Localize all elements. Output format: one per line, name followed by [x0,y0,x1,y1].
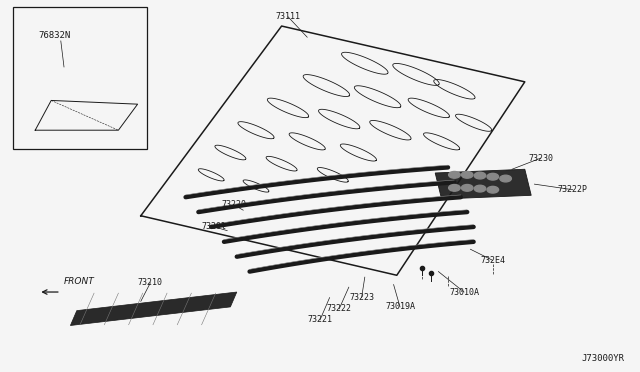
Circle shape [487,186,499,193]
Circle shape [449,185,460,191]
Circle shape [487,173,499,180]
Text: FRONT: FRONT [64,278,95,286]
Text: 73223: 73223 [349,293,374,302]
Circle shape [500,175,511,182]
Circle shape [461,171,473,178]
Polygon shape [435,169,531,199]
Circle shape [474,185,486,192]
Text: 73220: 73220 [221,200,246,209]
Text: 73230: 73230 [528,154,554,163]
Text: J73000YR: J73000YR [581,354,624,363]
Circle shape [474,172,486,179]
Text: 73111: 73111 [275,12,301,21]
Text: 76832N: 76832N [38,31,70,40]
Circle shape [461,185,473,191]
Text: 732E4: 732E4 [480,256,506,265]
Text: 73019A: 73019A [385,302,415,311]
Text: 73222: 73222 [326,304,352,313]
Circle shape [449,171,460,178]
Text: 73222P: 73222P [558,185,588,194]
Text: 73010A: 73010A [449,288,479,296]
Polygon shape [70,292,237,326]
Text: 73210: 73210 [138,278,163,287]
Text: 7320l: 7320l [202,222,227,231]
FancyBboxPatch shape [13,7,147,149]
Text: 73221: 73221 [307,315,333,324]
